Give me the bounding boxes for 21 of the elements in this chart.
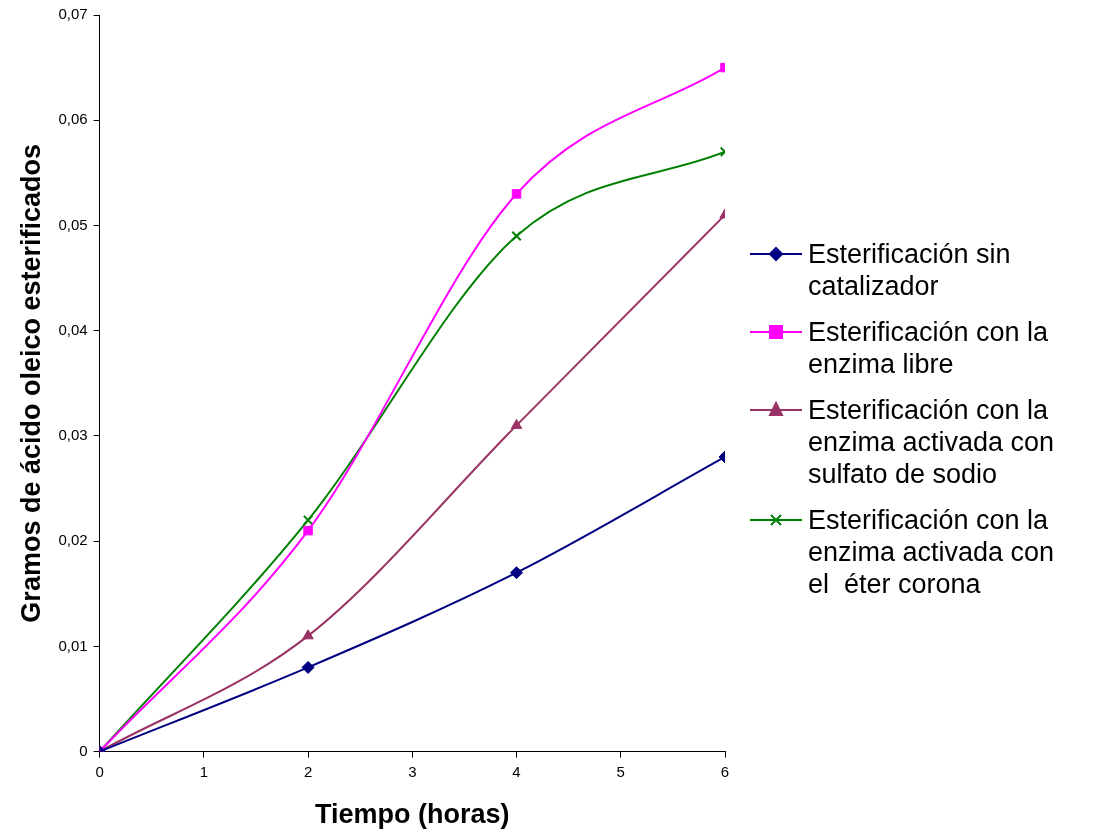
x-tick-label: 4 [512, 762, 521, 780]
y-tick-label: 0,03 [58, 426, 88, 444]
x-tick-label: 3 [408, 762, 417, 780]
legend-label: Esterificación con la enzima activada con el éter corona [808, 504, 1056, 600]
x-tick-label: 5 [616, 762, 625, 780]
legend-label: Esterificación con la enzima libre [808, 316, 1050, 380]
y-tick-label: 0,05 [58, 215, 88, 233]
y-tick-label: 0,06 [58, 110, 88, 128]
y-axis-title: Gramos de ácido oleico esterificados [15, 143, 46, 623]
y-tick-label: 0,02 [58, 531, 88, 549]
x-tick-label: 6 [720, 762, 730, 780]
x-axis-title: Tiempo (horas) [315, 799, 510, 830]
y-tick-label: 0,01 [58, 636, 88, 654]
x-tick-label: 1 [199, 762, 208, 780]
legend-label: Esterificación sin catalizador [808, 238, 1012, 302]
y-tick-label: 0 [79, 741, 88, 759]
x-tick-label: 0 [95, 762, 104, 780]
y-tick-label: 0,04 [58, 320, 88, 338]
legend-label: Esterificación con la enzima activada con sulfato de sodio [808, 394, 1056, 490]
y-tick-label: 0,07 [58, 5, 88, 23]
x-tick-label: 2 [303, 762, 313, 780]
